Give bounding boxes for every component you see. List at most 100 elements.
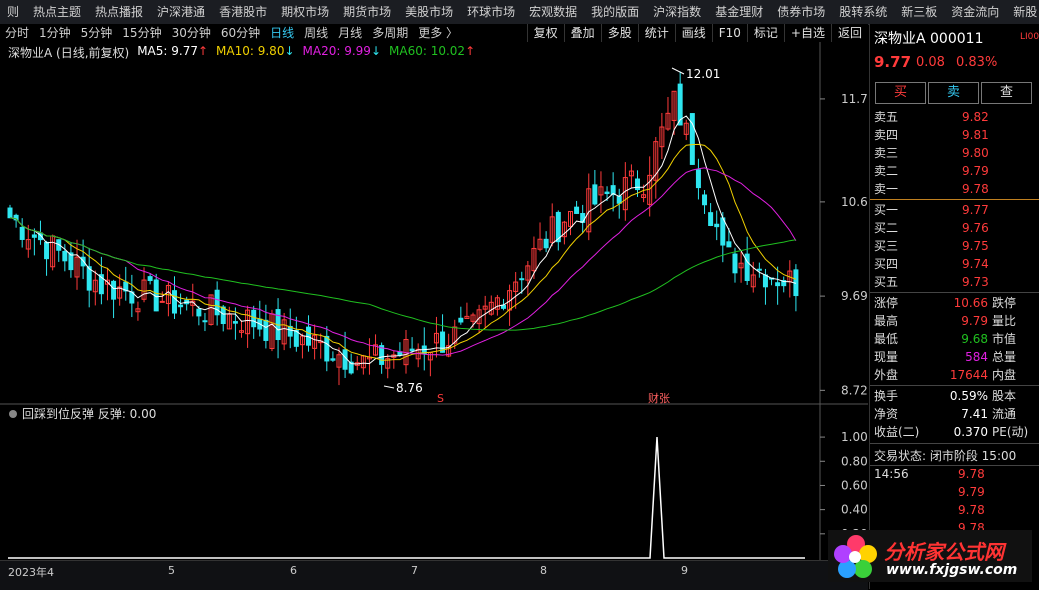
candle-body [287,325,293,337]
legend-ma10: MA10: 9.80↓ [216,44,295,58]
candle-body [714,223,720,228]
date-axis-label: 2023年4 [8,566,54,579]
bid-label: 买一 [874,203,899,217]
stat-row: 收益(二) 0.370 PE(动) [874,423,1036,441]
menu-item[interactable]: 期货市场 [343,5,392,19]
menu-item[interactable]: 香港股市 [219,5,268,19]
stat-label: 净资 [874,407,899,421]
menu-item[interactable]: 热点播报 [95,5,144,19]
menu-item[interactable]: 资金流向 [951,5,1000,19]
menu-item[interactable]: 沪深指数 [653,5,702,19]
toolbar-button[interactable]: F10 [711,24,747,42]
toolbar-button[interactable]: 统计 [637,24,675,42]
menu-item[interactable]: 新股 [1013,5,1038,19]
section-divider [870,465,1039,466]
period-tab[interactable]: 5分钟 [80,26,113,40]
period-tab[interactable]: 分时 [5,26,30,40]
candle-body [543,238,549,249]
menu-item[interactable]: 宏观数据 [529,5,578,19]
toolbar-button[interactable]: 标记 [746,24,784,42]
watermark-url: www.fxjgsw.com [886,562,1018,578]
stat-label-2: 内盘 [992,368,1017,382]
query-button[interactable]: 查 [981,82,1032,104]
menu-item[interactable]: 热点主题 [33,5,82,19]
stat-value: 9.68 [961,332,988,346]
watermark: 分析家公式网 www.fxjgsw.com [828,530,1032,582]
stat-label: 涨停 [874,296,899,310]
candle-body [44,241,50,260]
toolbar-button[interactable]: 多股 [600,24,638,42]
last-price: 9.77 [874,53,912,71]
buy-button[interactable]: 买 [875,82,926,104]
period-tab[interactable]: 多周期 [372,26,409,40]
ma10-line [9,143,797,361]
candle-body [147,276,153,282]
date-axis: 2023年4 5 6 7 8 9 [0,560,868,590]
stat-row: 现量 584 总量 [874,348,1036,366]
candle-body [470,314,476,322]
toolbar-button[interactable]: 复权 [526,24,564,42]
candle-body [525,265,531,281]
period-tab[interactable]: 1分钟 [39,26,71,40]
candle-body [208,294,214,325]
toolbar-button[interactable]: 画线 [674,24,712,42]
menu-item[interactable]: 沪深港通 [157,5,206,19]
toolbar-button[interactable]: +自选 [783,24,831,42]
s-marker: S [437,392,444,405]
candle-body [720,217,726,246]
flower-logo-icon [834,535,877,578]
stat-label-2: 股本 [992,389,1017,403]
candle-body [500,304,506,309]
sell-button[interactable]: 卖 [928,82,979,104]
menu-item[interactable]: 新三板 [901,5,938,19]
menu-item[interactable]: 美股市场 [405,5,454,19]
period-tab[interactable]: 30分钟 [171,26,211,40]
candle-body [98,274,104,295]
period-tab[interactable]: 更多 〉 [418,26,459,40]
toolbar-button[interactable]: 叠加 [563,24,601,42]
period-tab[interactable]: 月线 [338,26,363,40]
section-divider [870,443,1039,444]
menu-item[interactable]: 基金理财 [715,5,764,19]
period-tab[interactable]: 15分钟 [122,26,162,40]
candle-body [537,238,543,250]
bid-price: 9.77 [962,203,989,217]
candle-body [598,186,604,196]
bid-label: 买二 [874,221,899,235]
menu-item[interactable]: 环球市场 [467,5,516,19]
legend-ma60: MA60: 10.02↑ [389,44,476,58]
candle-body [178,304,184,308]
section-divider [870,385,1039,386]
high-pointer [671,67,685,75]
candle-body [86,266,92,291]
menu-item[interactable]: 我的版面 [591,5,640,19]
stat-value: 7.41 [961,407,988,421]
candle-body [159,300,165,303]
price-axis-label: 10.66 [841,195,868,209]
candle-body [348,361,354,374]
candle-body [561,221,567,238]
candle-body [141,279,147,300]
menu-item[interactable]: 期权市场 [281,5,330,19]
candle-body [117,286,123,299]
bid-price: 9.76 [962,221,989,235]
toolbar-button[interactable]: 返回 [830,24,868,42]
menu-item[interactable]: 则 [7,5,20,19]
tick-price: 9.78 [958,467,985,481]
candle-body [555,211,561,243]
candle-body [62,250,68,262]
candle-body [232,321,238,324]
menu-item[interactable]: 股转系统 [839,5,888,19]
candle-body [452,326,458,344]
period-tab[interactable]: 周线 [304,26,329,40]
period-tab[interactable]: 60分钟 [220,26,261,40]
candle-body [702,194,708,206]
candle-body [494,297,500,310]
candle-body [708,212,714,226]
menu-item[interactable]: 债券市场 [777,5,826,19]
candle-body [519,278,525,281]
stat-label-2: 市值 [992,332,1017,346]
period-tab[interactable]: 日线 [270,26,295,40]
candle-body [336,354,342,368]
